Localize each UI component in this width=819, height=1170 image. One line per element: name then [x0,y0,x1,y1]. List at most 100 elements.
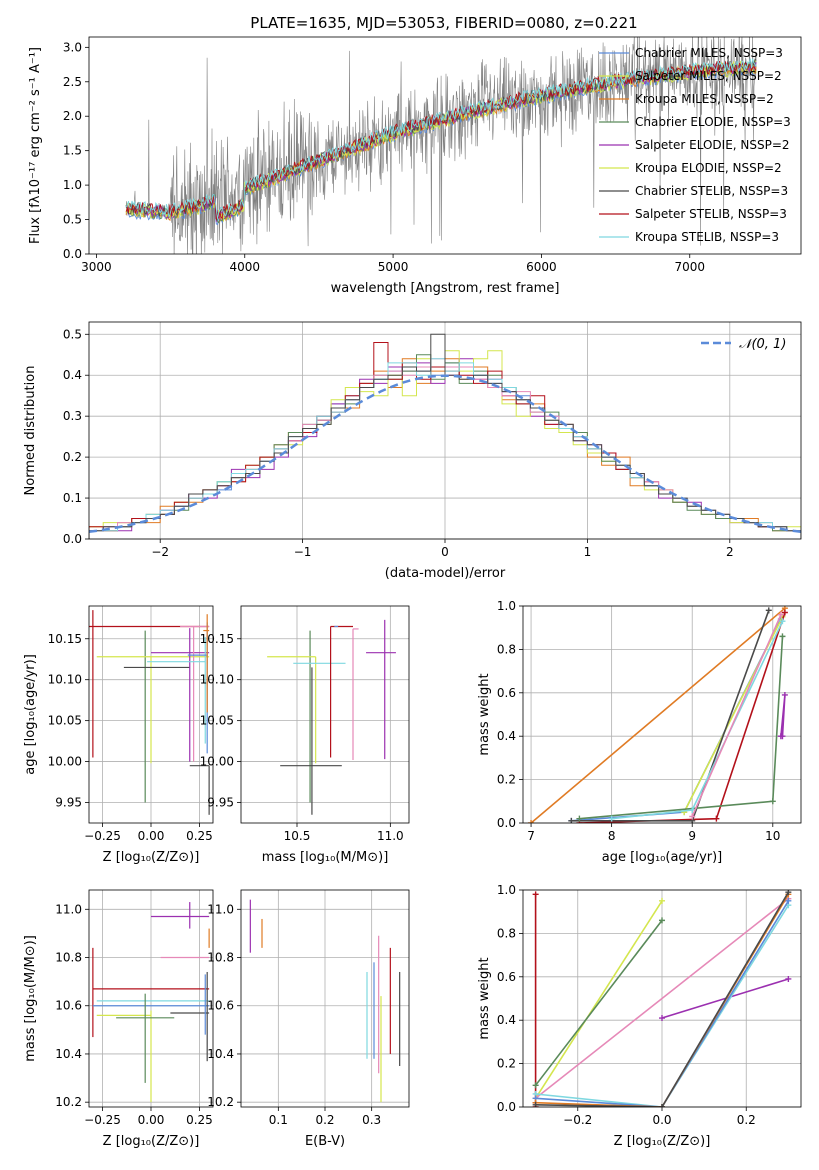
y-tick-label: 10.6 [207,999,234,1013]
y-tick-label: 0.4 [63,368,82,382]
y-tick-label: 0.5 [63,213,82,227]
weight-marker [785,975,792,982]
plot-area [532,890,792,1107]
weight-marker [659,917,665,924]
legend-label: Kroupa STELIB, NSSP=3 [635,230,779,244]
x-tick-label: −1 [294,545,312,559]
y-tick-label: 9.95 [207,796,234,810]
y-tick-label: 10.05 [48,714,82,728]
histogram-series [89,333,801,539]
x-tick-label: −0.2 [563,1113,592,1127]
weight-marker [785,897,792,904]
x-tick-label: −0.25 [84,829,121,843]
y-tick-label: 10.00 [200,755,234,769]
weight-line [534,900,663,1099]
y-tick-label: 0.6 [497,970,516,984]
y-tick-label: 0.2 [497,773,516,787]
axes-frame [88,36,802,255]
legend-label: 𝒩(0, 1) [739,337,786,352]
y-axis-label: Normed distribution [23,366,38,496]
chart-spectrum: 3000 4000 5000 6000 7000 0.0 0.5 1.0 1.5 2.0 2.5 3.… [28,36,802,296]
axes-frame [522,889,802,1108]
x-tick-label: 0.25 [186,1113,213,1127]
weight-marker [608,815,615,822]
weight-marker [532,1082,539,1089]
x-tick-label: 9 [688,829,696,843]
y-tick-label: 10.00 [48,755,82,769]
weight-marker [689,813,696,820]
x-tick-label: 7000 [674,260,705,274]
weight-marker [659,1104,665,1107]
weight-line [535,898,789,1099]
weight-line [571,610,770,822]
x-tick-label: 4000 [229,260,260,274]
x-axis-label: age [log₁₀(age/yr)] [602,850,723,865]
weight-line [534,919,663,1086]
y-tick-label: 0.5 [63,327,82,341]
chart-age-vs-Z: −0.25 0.00 0.25 9.95 10.00 10.05 10.10 10.15 Z [… [23,605,214,865]
y-tick-label: 0.0 [63,247,82,261]
y-tick-label: 0.2 [63,450,82,464]
y-tick-label: 1.0 [63,178,82,192]
legend-label: Kroupa ELODIE, NSSP=2 [635,161,782,175]
x-tick-label: 11.0 [377,829,404,843]
chart-residuals: −2 −1 0 1 2 0.0 0.1 0.2 0.3 0.4 0.5 (data-model)/er… [23,321,802,581]
weight-marker [659,1015,665,1022]
y-tick-label: 10.10 [48,673,82,687]
x-tick-label: 0.00 [138,1113,165,1127]
y-tick-label: 0.8 [497,642,516,656]
weight-marker [781,691,788,698]
x-tick-label: 0.0 [652,1113,671,1127]
x-axis-label: Z [log₁₀(Z/Z⊙)] [614,1134,711,1149]
y-tick-label: 9.95 [55,796,82,810]
axes-frame [240,605,410,824]
x-tick-label: 0.00 [138,829,165,843]
y-axis-label: mass [log₁₀(M/M⊙)] [23,935,38,1062]
y-axis-label: mass weight [477,957,492,1039]
x-tick-label: −2 [151,545,169,559]
y-tick-label: 1.0 [497,883,516,897]
chart-massweight-vs-Z: −0.2 0.0 0.2 0.0 0.2 0.4 0.6 0.8 1.0 Z [log₁₀(Z/Z… [477,883,802,1149]
x-tick-label: 6000 [526,260,557,274]
y-tick-label: 10.2 [55,1095,82,1109]
chart-mass-vs-EBV: 0.1 0.2 0.3 10.2 10.4 10.6 10.8 11.0 E(B-V) [207,889,410,1149]
x-tick-label: 0.1 [269,1113,288,1127]
legend-label: Chabrier MILES, NSSP=3 [635,46,783,60]
plot-area [249,899,401,1103]
y-tick-label: 0.4 [497,729,516,743]
y-tick-label: 11.0 [207,902,234,916]
x-axis-label: Z [log₁₀(Z/Z⊙)] [103,850,200,865]
axes-frame [88,321,802,540]
weight-line [579,636,784,820]
plot-area [92,902,210,1103]
x-tick-label: −0.25 [84,1113,121,1127]
y-tick-label: 11.0 [55,902,82,916]
legend-label: Kroupa MILES, NSSP=2 [635,92,774,106]
x-tick-label: 10 [765,829,780,843]
plot-area [267,619,396,815]
x-tick-label: 3000 [81,260,112,274]
y-tick-label: 2.0 [63,109,82,123]
y-tick-label: 3.0 [63,40,82,54]
weight-marker [765,607,772,614]
weight-line [691,614,782,817]
x-tick-label: 5000 [378,260,409,274]
x-tick-label: 0.3 [362,1113,381,1127]
weight-marker [659,897,665,904]
y-tick-label: 1.5 [63,144,82,158]
weight-line [611,620,784,820]
legend-label: Chabrier ELODIE, NSSP=3 [635,115,791,129]
y-axis-label: Flux [fλ10⁻¹⁷ erg cm⁻² s⁻¹ A⁻¹] [28,47,43,244]
y-tick-label: 1.0 [497,599,516,613]
y-tick-label: 10.10 [200,673,234,687]
x-tick-label: 0.2 [737,1113,756,1127]
y-tick-label: 10.05 [200,714,234,728]
x-axis-label: wavelength [Angstrom, rest frame] [331,281,560,296]
plot-area [89,333,801,539]
y-tick-label: 0.0 [497,1100,516,1114]
plot-area [528,606,788,823]
x-tick-label: 2 [726,545,734,559]
y-tick-label: 0.0 [63,532,82,546]
y-tick-label: 10.2 [207,1095,234,1109]
y-tick-label: 0.2 [497,1057,516,1071]
